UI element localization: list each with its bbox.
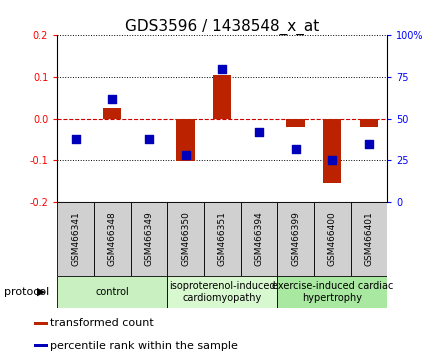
Text: isoproterenol-induced
cardiomyopathy: isoproterenol-induced cardiomyopathy [169, 281, 275, 303]
Text: control: control [95, 287, 129, 297]
FancyBboxPatch shape [131, 202, 167, 276]
Text: transformed count: transformed count [50, 318, 154, 329]
Text: GSM466400: GSM466400 [328, 212, 337, 266]
FancyBboxPatch shape [57, 202, 94, 276]
FancyBboxPatch shape [167, 202, 204, 276]
Text: GSM466351: GSM466351 [218, 211, 227, 267]
Bar [176, 119, 195, 161]
Bar [286, 119, 305, 127]
FancyBboxPatch shape [167, 276, 277, 308]
Text: GSM466349: GSM466349 [144, 212, 154, 266]
Text: GSM466350: GSM466350 [181, 211, 190, 267]
FancyBboxPatch shape [277, 202, 314, 276]
Text: exercise-induced cardiac
hypertrophy: exercise-induced cardiac hypertrophy [271, 281, 393, 303]
Text: GSM466348: GSM466348 [108, 212, 117, 266]
Text: GSM466399: GSM466399 [291, 211, 300, 267]
Text: ▶: ▶ [37, 287, 46, 297]
Point [255, 129, 262, 135]
Text: GSM466341: GSM466341 [71, 212, 80, 266]
Point [219, 66, 226, 72]
FancyBboxPatch shape [204, 202, 241, 276]
Text: GSM466394: GSM466394 [254, 212, 264, 266]
Point [182, 152, 189, 158]
Bar [34, 344, 48, 347]
FancyBboxPatch shape [57, 276, 167, 308]
Text: protocol: protocol [4, 287, 50, 297]
Bar [323, 119, 341, 183]
FancyBboxPatch shape [241, 202, 277, 276]
Point [329, 157, 336, 163]
Text: GSM466401: GSM466401 [364, 212, 374, 266]
Title: GDS3596 / 1438548_x_at: GDS3596 / 1438548_x_at [125, 19, 319, 35]
Point [72, 136, 79, 141]
Text: percentile rank within the sample: percentile rank within the sample [50, 341, 238, 350]
Bar [34, 322, 48, 325]
Point [365, 141, 372, 146]
FancyBboxPatch shape [351, 202, 387, 276]
FancyBboxPatch shape [277, 276, 387, 308]
FancyBboxPatch shape [314, 202, 351, 276]
FancyBboxPatch shape [94, 202, 131, 276]
Bar [360, 119, 378, 127]
Bar [103, 108, 121, 119]
Point [292, 146, 299, 152]
Point [109, 96, 116, 102]
Point [145, 136, 152, 141]
Bar [213, 75, 231, 119]
